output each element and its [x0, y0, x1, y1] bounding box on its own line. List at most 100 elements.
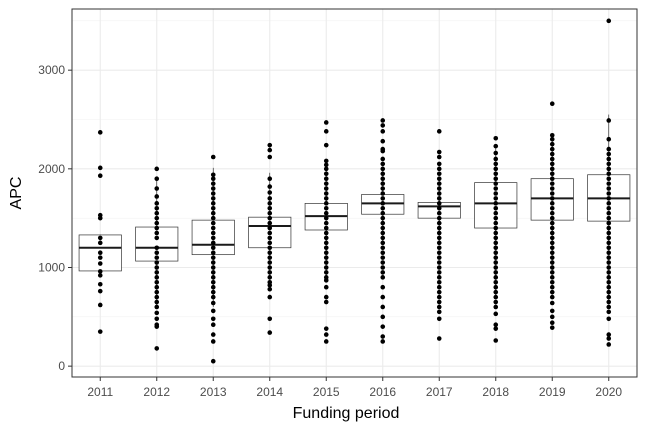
- data-point: [606, 255, 612, 260]
- data-point: [549, 176, 555, 181]
- data-point: [436, 205, 442, 211]
- data-point: [380, 123, 386, 128]
- data-point: [154, 299, 160, 305]
- data-point: [493, 255, 499, 260]
- data-point: [606, 304, 612, 310]
- data-point: [97, 273, 103, 278]
- data-point: [436, 240, 442, 246]
- data-point: [154, 230, 160, 236]
- data-point: [154, 235, 160, 241]
- data-point: [154, 201, 160, 206]
- data-point: [380, 250, 386, 255]
- data-point: [267, 260, 273, 265]
- data-point: [493, 215, 499, 221]
- data-point: [380, 176, 386, 181]
- data-point: [606, 201, 612, 206]
- data-point: [380, 230, 386, 236]
- data-point: [380, 235, 386, 241]
- data-point: [606, 118, 612, 123]
- point-layer: [97, 18, 612, 364]
- y-tick-label: 0: [58, 359, 65, 373]
- points-2018: [493, 135, 499, 343]
- data-point: [549, 205, 555, 211]
- data-point: [323, 265, 329, 270]
- data-point: [154, 279, 160, 285]
- data-point: [154, 225, 160, 231]
- points-2013: [210, 154, 216, 364]
- points-2015: [323, 120, 329, 344]
- data-point: [493, 250, 499, 255]
- data-point: [549, 191, 555, 196]
- data-point: [380, 201, 386, 206]
- data-point: [549, 279, 555, 285]
- data-point: [549, 151, 555, 157]
- data-point: [97, 281, 103, 287]
- data-point: [493, 235, 499, 241]
- data-point: [549, 265, 555, 270]
- data-point: [606, 205, 612, 211]
- data-point: [154, 166, 160, 172]
- data-point: [549, 325, 555, 330]
- data-point: [493, 294, 499, 300]
- data-point: [210, 235, 216, 241]
- data-point: [210, 220, 216, 226]
- data-point: [436, 270, 442, 275]
- data-point: [493, 275, 499, 280]
- data-point: [380, 314, 386, 320]
- data-point: [549, 270, 555, 275]
- data-point: [493, 210, 499, 216]
- data-point: [436, 225, 442, 231]
- data-point: [154, 210, 160, 216]
- data-point: [210, 154, 216, 160]
- data-point: [549, 161, 555, 167]
- data-point: [210, 255, 216, 260]
- data-point: [493, 279, 499, 285]
- data-point: [549, 289, 555, 295]
- data-point: [97, 302, 103, 308]
- data-point: [606, 250, 612, 255]
- data-point: [436, 250, 442, 255]
- data-point: [606, 289, 612, 295]
- data-point: [436, 255, 442, 260]
- data-point: [606, 235, 612, 241]
- data-point: [210, 316, 216, 322]
- data-point: [549, 314, 555, 320]
- data-point: [606, 210, 612, 216]
- data-point: [267, 201, 273, 206]
- data-point: [210, 210, 216, 216]
- data-point: [323, 176, 329, 181]
- data-point: [380, 205, 386, 211]
- data-point: [606, 240, 612, 246]
- data-point: [154, 294, 160, 300]
- data-point: [606, 275, 612, 280]
- data-point: [97, 329, 103, 334]
- data-point: [549, 220, 555, 226]
- data-point: [210, 176, 216, 181]
- data-point: [606, 284, 612, 290]
- data-point: [606, 225, 612, 231]
- data-point: [154, 324, 160, 329]
- x-tick-label: 2019: [539, 385, 566, 399]
- data-point: [549, 245, 555, 251]
- data-point: [323, 284, 329, 290]
- data-point: [436, 220, 442, 226]
- data-point: [493, 289, 499, 295]
- data-point: [606, 146, 612, 152]
- data-point: [380, 284, 386, 290]
- data-point: [493, 205, 499, 211]
- data-point: [210, 245, 216, 251]
- x-tick-label: 2018: [482, 385, 509, 399]
- x-tick-label: 2014: [256, 385, 283, 399]
- data-point: [493, 156, 499, 162]
- data-point: [549, 215, 555, 221]
- data-point: [380, 215, 386, 221]
- data-point: [267, 286, 273, 292]
- data-point: [267, 255, 273, 260]
- data-point: [380, 240, 386, 246]
- data-point: [436, 154, 442, 160]
- data-point: [549, 260, 555, 265]
- data-point: [493, 270, 499, 275]
- data-point: [267, 316, 273, 322]
- data-point: [323, 332, 329, 337]
- data-point: [436, 245, 442, 251]
